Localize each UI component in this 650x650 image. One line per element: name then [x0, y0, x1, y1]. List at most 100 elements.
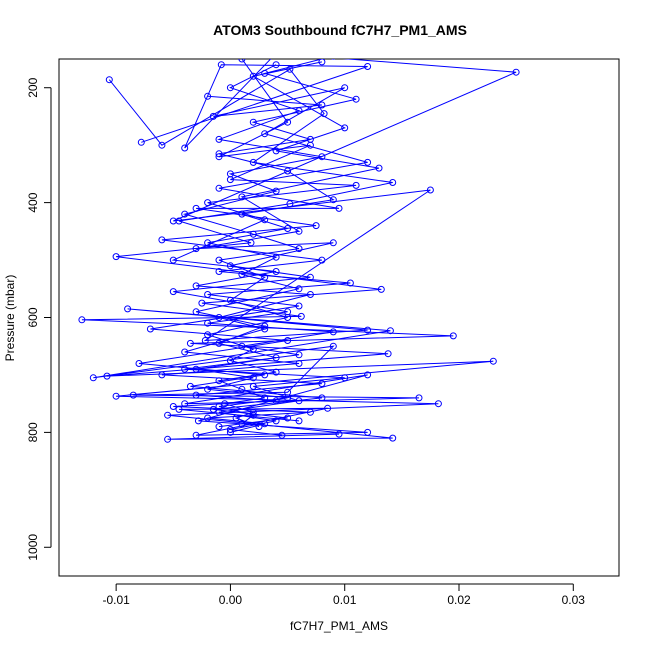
data-point: [284, 118, 292, 126]
data-point: [389, 434, 397, 442]
data-point: [331, 59, 336, 60]
data-point: [449, 332, 457, 340]
data-point: [249, 158, 257, 166]
data-point: [249, 118, 257, 126]
data-point: [295, 245, 303, 253]
data-point: [215, 377, 223, 385]
data-point: [318, 101, 326, 109]
data-point: [341, 84, 349, 92]
data-point: [278, 431, 286, 439]
x-tick-label: 0.00: [219, 593, 243, 607]
data-point: [146, 325, 154, 333]
data-point: [194, 417, 202, 425]
data-point: [346, 279, 354, 287]
data-point: [272, 354, 280, 362]
data-point: [226, 170, 234, 178]
y-axis-label: Pressure (mbar): [3, 275, 17, 362]
data-point: [295, 360, 303, 367]
data-point: [384, 350, 392, 358]
data-point: [226, 296, 234, 304]
data-point: [215, 423, 223, 431]
data-point: [415, 394, 423, 402]
data-point: [335, 204, 343, 212]
data-point: [238, 59, 246, 63]
x-tick-label: 0.02: [447, 593, 471, 607]
data-point: [89, 374, 97, 382]
data-point: [221, 400, 229, 408]
data-point: [341, 124, 349, 132]
y-tick-label: 600: [26, 307, 40, 327]
data-point: [324, 404, 332, 412]
data-point: [238, 270, 246, 278]
data-point: [377, 285, 385, 293]
data-point: [364, 326, 372, 334]
data-point: [249, 72, 257, 80]
data-point: [284, 414, 292, 422]
data-point: [249, 374, 257, 382]
data-point: [295, 285, 303, 293]
data-point: [364, 63, 372, 70]
series-line-6: [182, 64, 322, 428]
data-point: [135, 360, 143, 367]
data-point: [284, 225, 292, 232]
series-line-7: [195, 59, 357, 425]
data-point: [295, 227, 303, 235]
data-point: [306, 273, 314, 281]
data-point: [306, 408, 314, 416]
data-point: [318, 380, 326, 388]
data-point: [318, 59, 326, 66]
data-point: [186, 382, 194, 390]
data-point: [215, 256, 223, 264]
data-point: [226, 84, 234, 92]
data-point: [215, 339, 223, 347]
data-point: [204, 319, 212, 327]
data-point: [295, 417, 303, 425]
x-axis-label: fC7H7_PM1_AMS: [290, 619, 388, 633]
data-point: [312, 222, 320, 230]
data-point: [238, 385, 246, 393]
data-point: [105, 76, 113, 84]
data-point: [204, 385, 212, 393]
data-point: [238, 420, 246, 428]
data-point: [112, 392, 120, 400]
data-point: [364, 428, 372, 436]
data-point: [306, 291, 314, 298]
data-point: [272, 187, 280, 195]
data-point: [295, 351, 303, 359]
data-point: [192, 245, 200, 253]
data-point: [209, 405, 217, 413]
data-point: [249, 382, 257, 390]
data-point: [192, 391, 200, 399]
data-point: [169, 256, 177, 264]
plot-frame: [58, 58, 620, 577]
data-point: [489, 357, 497, 365]
data-point: [201, 337, 209, 344]
data-point: [284, 167, 292, 175]
data-point: [335, 430, 343, 438]
data-point: [272, 253, 280, 261]
data-point: [284, 314, 292, 321]
x-tick-label: 0.01: [333, 593, 357, 607]
data-point: [255, 423, 263, 431]
y-tick-label: 400: [26, 192, 40, 212]
data-point: [192, 308, 200, 316]
data-point: [124, 305, 132, 313]
series-line-5: [173, 61, 380, 436]
data-point: [215, 150, 223, 158]
data-point: [169, 217, 177, 225]
data-point: [78, 316, 86, 324]
data-point: [169, 403, 177, 410]
data-point: [209, 112, 217, 120]
data-point: [204, 239, 212, 247]
data-point: [261, 322, 269, 330]
data-point: [232, 414, 240, 422]
data-point: [192, 431, 200, 439]
data-point: [261, 69, 269, 77]
data-point: [158, 371, 166, 379]
data-point: [272, 417, 280, 425]
data-point: [204, 92, 212, 100]
y-tick-label: 200: [26, 77, 40, 97]
data-point: [137, 138, 145, 146]
data-point: [375, 164, 383, 172]
data-point: [238, 210, 246, 218]
